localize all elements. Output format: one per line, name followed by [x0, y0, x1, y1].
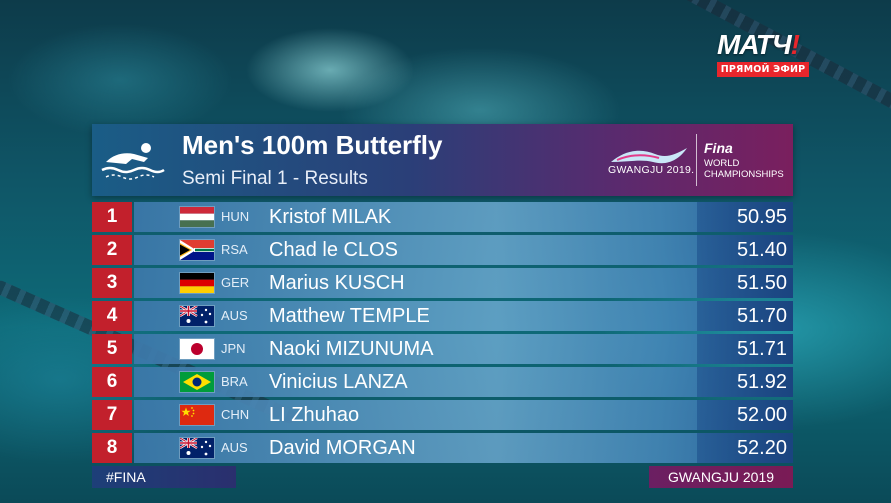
wave-logo-icon — [611, 148, 687, 164]
country-code: JPN — [221, 341, 246, 356]
result-bar: AUS Matthew TEMPLE 51.70 — [134, 301, 793, 331]
time-box: 51.50 — [697, 268, 793, 298]
athlete-name: Vinicius LANZA — [269, 371, 408, 393]
fina-logo: Fina — [704, 140, 733, 156]
result-row: 7 CHN LI Zhuhao 52.00 — [92, 400, 793, 430]
result-time: 51.70 — [736, 305, 787, 327]
athlete-name: Kristof MILAK — [269, 206, 392, 228]
rank-badge: 2 — [92, 235, 132, 265]
live-badge: ПРЯМОЙ ЭФИР — [717, 62, 809, 77]
country-code: CHN — [221, 407, 250, 422]
swimmer-icon — [101, 143, 165, 180]
results-list: 1 HUN Kristof MILAK 50.95 2 — [92, 202, 793, 463]
result-bar: HUN Kristof MILAK 50.95 — [134, 202, 793, 232]
result-time: 52.20 — [736, 437, 787, 459]
result-bar: JPN Naoki MIZUNUMA 51.71 — [134, 334, 793, 364]
result-time: 51.50 — [736, 272, 787, 294]
result-row: 5 JPN Naoki MIZUNUMA 51.71 — [92, 334, 793, 364]
athlete-name: Matthew TEMPLE — [269, 305, 430, 327]
time-box: 51.70 — [697, 301, 793, 331]
athlete-name: Marius KUSCH — [269, 272, 405, 294]
country-code: BRA — [221, 374, 248, 389]
time-box: 51.71 — [697, 334, 793, 364]
rank-badge: 7 — [92, 400, 132, 430]
result-row: 3 GER Marius KUSCH 51.50 — [92, 268, 793, 298]
result-bar: CHN LI Zhuhao 52.00 — [134, 400, 793, 430]
event-title: Men's 100m Butterfly — [182, 130, 443, 160]
rank-badge: 4 — [92, 301, 132, 331]
result-bar: GER Marius KUSCH 51.50 — [134, 268, 793, 298]
country-code: GER — [221, 275, 250, 290]
hun-flag-icon — [180, 207, 214, 227]
event-subtitle: Semi Final 1 - Results — [182, 168, 368, 189]
athlete-name: David MORGAN — [269, 437, 416, 459]
country-code: RSA — [221, 242, 248, 257]
country-code: HUN — [221, 209, 250, 224]
time-box: 51.92 — [697, 367, 793, 397]
result-time: 52.00 — [736, 404, 787, 426]
rank-badge: 1 — [92, 202, 132, 232]
logo-divider — [696, 134, 697, 186]
bra-flag-icon — [180, 372, 214, 392]
chn-flag-icon — [180, 405, 214, 425]
event-name-label: GWANGJU 2019 — [649, 466, 793, 488]
time-box: 52.00 — [697, 400, 793, 430]
country-code: AUS — [221, 308, 248, 323]
result-bar: RSA Chad le CLOS 51.40 — [134, 235, 793, 265]
results-footer: #FINA GWANGJU 2019 — [92, 466, 793, 488]
result-bar: AUS David MORGAN 52.20 — [134, 433, 793, 463]
result-row: 8 AUS David MORGAN 52.20 — [92, 433, 793, 463]
result-row: 1 HUN Kristof MILAK 50.95 — [92, 202, 793, 232]
result-time: 51.92 — [736, 371, 787, 393]
aus-flag-icon — [180, 306, 214, 326]
rank-badge: 5 — [92, 334, 132, 364]
rsa-flag-icon — [180, 240, 214, 260]
result-row: 6 BRA Vinicius LANZA 51.92 — [92, 367, 793, 397]
fina-subtitle: WORLD CHAMPIONSHIPS — [704, 158, 784, 180]
broadcaster-logo: МАТЧ! ПРЯМОЙ ЭФИР — [717, 30, 809, 77]
result-time: 51.71 — [736, 338, 787, 360]
ger-flag-icon — [180, 273, 214, 293]
result-time: 50.95 — [736, 206, 787, 228]
athlete-name: Chad le CLOS — [269, 239, 398, 261]
event-logo-label: GWANGJU 2019. — [608, 164, 695, 176]
aus-flag-icon — [180, 438, 214, 458]
result-time: 51.40 — [736, 239, 787, 261]
broadcaster-logo-text: МАТЧ! — [717, 29, 800, 60]
rank-badge: 6 — [92, 367, 132, 397]
hashtag-label: #FINA — [92, 466, 236, 488]
results-header: Men's 100m Butterfly Semi Final 1 - Resu… — [92, 124, 793, 196]
results-graphic: Men's 100m Butterfly Semi Final 1 - Resu… — [92, 124, 793, 488]
athlete-name: Naoki MIZUNUMA — [269, 338, 434, 360]
rank-badge: 8 — [92, 433, 132, 463]
result-row: 2 RSA Chad le CLOS 51.40 — [92, 235, 793, 265]
time-box: 52.20 — [697, 433, 793, 463]
jpn-flag-icon — [180, 339, 214, 359]
result-bar: BRA Vinicius LANZA 51.92 — [134, 367, 793, 397]
athlete-name: LI Zhuhao — [269, 404, 360, 426]
rank-badge: 3 — [92, 268, 132, 298]
result-row: 4 AUS Matthew TEMPLE 51.7 — [92, 301, 793, 331]
country-code: AUS — [221, 440, 248, 455]
time-box: 51.40 — [697, 235, 793, 265]
time-box: 50.95 — [697, 202, 793, 232]
